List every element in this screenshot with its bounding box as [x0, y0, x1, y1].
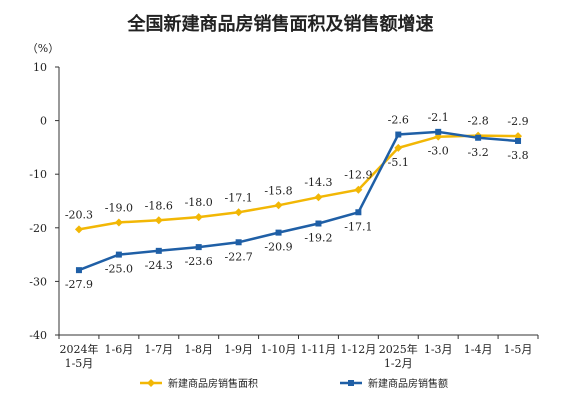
y-tick-label: 10 [33, 61, 47, 74]
y-tick-label: -40 [29, 329, 47, 342]
series-2-data-label: -22.7 [225, 250, 253, 263]
legend-label: 新建商品房销售额 [368, 377, 448, 390]
series-1-data-label: -18.0 [185, 196, 213, 209]
series-2-data-label: -27.9 [65, 278, 93, 291]
series-1-data-label: -2.9 [507, 115, 528, 128]
series-2-data-label: -23.6 [185, 255, 213, 268]
x-tick-label: 1-2月 [384, 357, 413, 370]
series-2-data-label: -17.1 [344, 220, 372, 233]
series-2-point [155, 247, 162, 254]
series-2-point [75, 267, 82, 274]
series-2-point [235, 239, 242, 246]
series-2-data-label: -19.2 [304, 232, 332, 245]
x-tick-label: 1-7月 [144, 343, 173, 356]
x-tick-label: 2024年 [59, 342, 98, 356]
series-1-point [394, 143, 403, 152]
series-2-point [475, 134, 482, 141]
series-2-data-label: -25.0 [105, 263, 133, 276]
x-tick-label: 1-11月 [301, 343, 337, 356]
series-1-data-label: -3.0 [428, 145, 449, 158]
series-2-data-label: -2.1 [428, 111, 449, 124]
series-2-point [275, 229, 282, 236]
series-1-point [354, 185, 363, 194]
x-tick-label: 1-4月 [464, 343, 493, 356]
y-tick-label: -20 [29, 222, 47, 235]
series-1-data-label: -14.3 [304, 176, 332, 189]
y-axis-unit-label: （%） [27, 42, 59, 55]
series-2-data-label: -24.3 [145, 259, 173, 272]
y-tick-label: -30 [29, 275, 47, 288]
y-tick-label: -10 [29, 168, 47, 181]
series-1-data-label: -18.6 [145, 199, 173, 212]
legend-swatch-marker [348, 380, 354, 386]
series-1-data-label: -12.9 [344, 169, 372, 182]
x-tick-label: 1-5月 [65, 357, 94, 370]
series-2-data-label: -3.8 [507, 149, 528, 162]
series-1-data-label: -17.1 [225, 191, 253, 204]
legend-swatch-marker [147, 379, 155, 387]
y-tick-label: 0 [40, 115, 47, 128]
series-2-point [315, 220, 322, 227]
series-1-data-label: -5.1 [388, 156, 409, 169]
x-tick-label: 1-6月 [105, 343, 134, 356]
series-2-point [355, 209, 362, 216]
series-1-point [194, 213, 203, 222]
chart-title: 全国新建商品房销售面积及销售额增速 [127, 14, 434, 35]
x-tick-label: 1-8月 [184, 343, 213, 356]
series-2-data-label: -20.9 [264, 241, 292, 254]
series-1-data-label: -20.3 [65, 208, 93, 221]
series-1-data-label: -2.8 [468, 115, 489, 128]
legend-label: 新建商品房销售面积 [168, 377, 258, 390]
series-1-point [234, 208, 243, 217]
series-1-point [114, 218, 123, 227]
series-1-data-label: -15.8 [264, 184, 292, 197]
series-2-point [435, 128, 442, 135]
series-1-data-label: -19.0 [105, 201, 133, 214]
series-line-1 [78, 134, 519, 231]
series-2-point [195, 244, 202, 251]
series-2-point [115, 251, 122, 258]
series-1-point [314, 193, 323, 202]
series-1-point [74, 225, 83, 234]
series-2-point [515, 137, 522, 144]
x-tick-label: 2025年 [379, 342, 418, 356]
series-2-data-label: -3.2 [468, 146, 489, 159]
series-line-2 [78, 130, 519, 272]
x-tick-label: 1-3月 [424, 343, 453, 356]
series-1-point [154, 216, 163, 225]
series-2-data-label: -2.6 [388, 114, 409, 127]
x-tick-label: 1-9月 [224, 343, 253, 356]
x-tick-label: 1-12月 [341, 343, 377, 356]
x-tick-label: 1-5月 [504, 343, 533, 356]
series-2-point [395, 131, 402, 138]
series-1-point [274, 201, 283, 210]
x-tick-label: 1-10月 [261, 343, 297, 356]
